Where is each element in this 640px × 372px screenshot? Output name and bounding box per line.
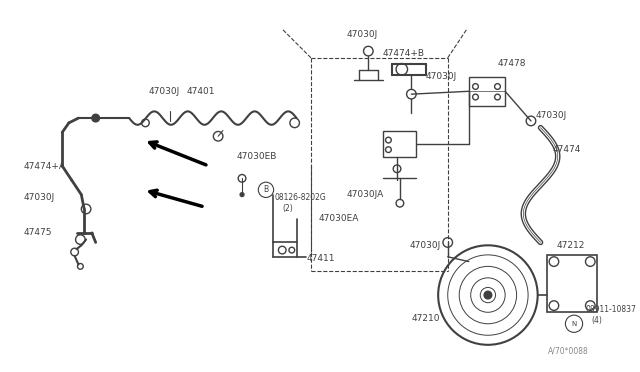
Text: 47474+B: 47474+B	[383, 49, 425, 58]
Text: 47030J: 47030J	[24, 193, 55, 202]
Text: 47030J: 47030J	[148, 87, 180, 96]
Text: 47212: 47212	[557, 241, 585, 250]
Bar	[383, 131, 416, 157]
Circle shape	[484, 291, 492, 299]
Text: 47030J: 47030J	[536, 111, 567, 120]
Text: 08911-10837: 08911-10837	[586, 305, 636, 314]
Circle shape	[240, 193, 244, 196]
Text: 47030EB: 47030EB	[236, 152, 276, 161]
Text: 47474: 47474	[553, 145, 581, 154]
Bar	[468, 77, 505, 106]
Text: B: B	[264, 185, 269, 194]
Text: 47478: 47478	[497, 59, 526, 68]
Text: 47210: 47210	[412, 314, 440, 324]
Text: (2): (2)	[282, 205, 293, 214]
Text: 47030J: 47030J	[426, 73, 457, 81]
Text: N: N	[572, 321, 577, 327]
Text: 47030EA: 47030EA	[319, 214, 359, 223]
Bar	[547, 255, 597, 312]
Text: (4): (4)	[591, 317, 602, 326]
Text: 08126-8202G: 08126-8202G	[275, 193, 326, 202]
Text: 47401: 47401	[186, 87, 215, 96]
Text: 47030J: 47030J	[346, 31, 378, 39]
Text: 47030J: 47030J	[410, 241, 441, 250]
Text: 47030JA: 47030JA	[346, 190, 383, 199]
Circle shape	[92, 114, 99, 122]
Text: 47474+A: 47474+A	[24, 162, 66, 171]
Text: 47411: 47411	[306, 254, 335, 263]
Text: A/70*0088: A/70*0088	[548, 346, 588, 355]
Text: 47475: 47475	[24, 228, 52, 237]
